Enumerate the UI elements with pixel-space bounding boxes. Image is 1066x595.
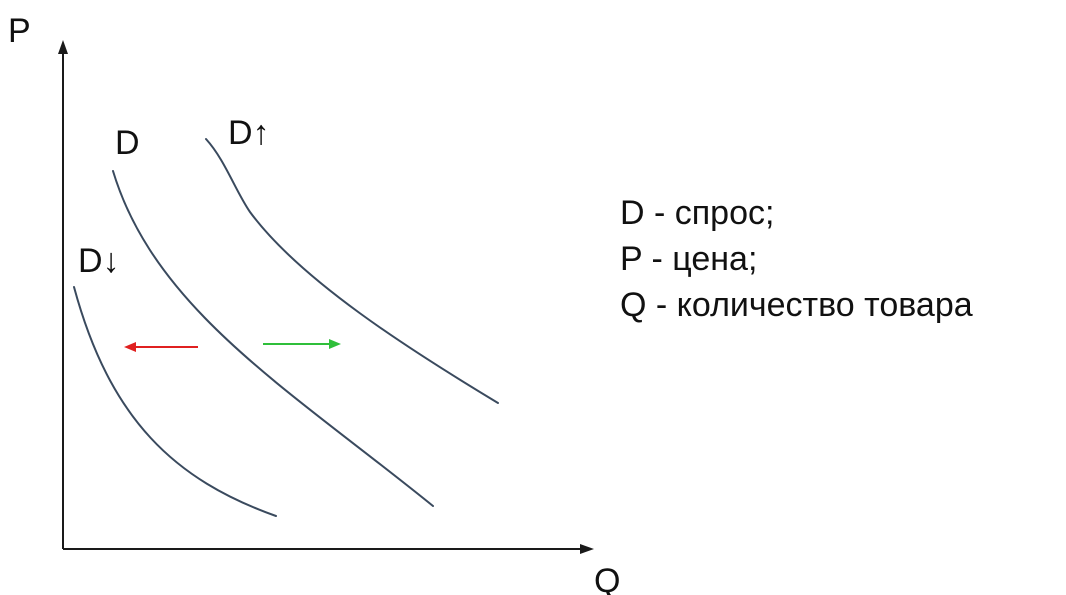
shift-left-arrow <box>124 342 198 352</box>
legend: D - спрос; P - цена; Q - количество това… <box>620 190 973 328</box>
x-axis-arrowhead <box>580 544 594 554</box>
demand-curve-base <box>112 170 434 507</box>
x-axis-label: Q <box>594 562 620 595</box>
y-axis-arrowhead <box>58 40 68 54</box>
shift-right-arrow <box>263 339 341 349</box>
curve-label-decrease: D↓ <box>78 242 120 280</box>
curve-label-increase: D↑ <box>228 114 270 152</box>
y-axis-label: P <box>8 12 31 50</box>
legend-item-price: P - цена; <box>620 240 758 278</box>
demand-curve-decrease <box>73 286 277 517</box>
legend-item-quantity: Q - количество товара <box>620 286 973 324</box>
demand-curve-increase <box>205 138 499 404</box>
curve-label-base: D <box>115 124 140 162</box>
legend-item-demand: D - спрос; <box>620 194 775 232</box>
